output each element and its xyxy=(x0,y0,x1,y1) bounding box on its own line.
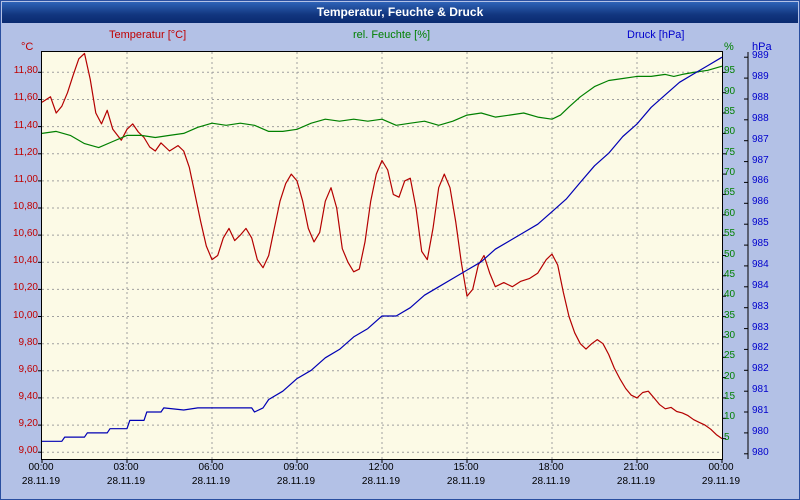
humidity-tick-label: 35 xyxy=(724,309,736,321)
pressure-tick-label: 981 xyxy=(752,384,769,396)
humidity-tick-label: 95 xyxy=(724,65,736,77)
legend-humidity: rel. Feuchte [%] xyxy=(353,29,431,41)
temperature-tick-label: 10,40 xyxy=(12,255,38,267)
pressure-tick-label: 982 xyxy=(752,363,769,375)
chart-canvas xyxy=(38,52,749,463)
date-tick-label: 28.11.19 xyxy=(276,476,316,487)
pressure-tick-label: 986 xyxy=(752,196,769,208)
humidity-tick-label: 80 xyxy=(724,126,736,138)
pressure-tick-label: 983 xyxy=(752,321,769,333)
pressure-tick-label: 988 xyxy=(752,91,769,103)
pressure-tick-label: 980 xyxy=(752,425,769,437)
pressure-tick-label: 989 xyxy=(752,50,769,62)
pressure-tick-label: 984 xyxy=(752,258,769,270)
humidity-tick-label: 65 xyxy=(724,187,736,199)
date-tick-label: 28.11.19 xyxy=(191,476,231,487)
time-tick-label: 12:00 xyxy=(368,462,394,473)
humidity-tick-label: 50 xyxy=(724,248,736,260)
temperature-tick-label: 9,20 xyxy=(18,418,38,430)
time-tick-label: 03:00 xyxy=(113,462,139,473)
temperature-tick-label: 10,80 xyxy=(12,201,38,213)
date-tick-label: 28.11.19 xyxy=(531,476,571,487)
humidity-tick-label: 30 xyxy=(724,329,736,341)
pressure-tick-label: 984 xyxy=(752,279,769,291)
humidity-unit-label: % xyxy=(724,41,734,53)
temperature-tick-label: 10,20 xyxy=(12,282,38,294)
humidity-tick-label: 85 xyxy=(724,106,736,118)
pressure-unit-label: hPa xyxy=(752,41,772,53)
series-pressure xyxy=(42,56,723,442)
time-tick-label: 06:00 xyxy=(198,462,224,473)
pressure-tick-label: 985 xyxy=(752,217,769,229)
date-tick-label: 28.11.19 xyxy=(616,476,656,487)
humidity-tick-label: 5 xyxy=(724,431,730,443)
time-tick-label: 21:00 xyxy=(623,462,649,473)
pressure-tick-label: 983 xyxy=(752,300,769,312)
humidity-tick-label: 45 xyxy=(724,268,736,280)
pressure-tick-label: 986 xyxy=(752,175,769,187)
series-temperature xyxy=(41,52,723,440)
temperature-tick-label: 11,80 xyxy=(13,65,38,77)
date-tick-label: 28.11.19 xyxy=(361,476,401,487)
humidity-tick-label: 10 xyxy=(724,411,736,423)
pressure-tick-label: 981 xyxy=(752,405,769,417)
time-tick-label: 00:00 xyxy=(28,462,54,473)
pressure-tick-label: 985 xyxy=(752,238,769,250)
pressure-tick-label: 982 xyxy=(752,342,769,354)
window-titlebar: Temperatur, Feuchte & Druck xyxy=(2,2,798,23)
time-tick-label: 00:00 xyxy=(708,462,734,473)
pressure-tick-label: 987 xyxy=(752,154,769,166)
humidity-tick-label: 15 xyxy=(724,390,736,402)
time-tick-label: 18:00 xyxy=(538,462,564,473)
humidity-tick-label: 40 xyxy=(724,289,736,301)
time-tick-label: 15:00 xyxy=(453,462,479,473)
date-tick-label: 28.11.19 xyxy=(446,476,486,487)
chart-plot-area xyxy=(38,51,749,463)
pressure-tick-label: 980 xyxy=(752,446,769,458)
humidity-tick-label: 55 xyxy=(724,228,736,240)
pressure-tick-label: 989 xyxy=(752,71,769,83)
temperature-tick-label: 9,40 xyxy=(18,390,38,402)
temperature-tick-label: 11,60 xyxy=(13,92,38,104)
series-humidity xyxy=(41,65,723,149)
humidity-tick-label: 70 xyxy=(724,167,736,179)
humidity-tick-label: 20 xyxy=(724,370,736,382)
legend-pressure: Druck [hPa] xyxy=(627,29,685,41)
temperature-tick-label: 10,60 xyxy=(12,228,38,240)
temperature-tick-label: 9,80 xyxy=(18,336,38,348)
humidity-tick-label: 60 xyxy=(724,207,736,219)
date-tick-label: 29.11.19 xyxy=(701,476,741,487)
legend-temperature: Temperatur [°C] xyxy=(109,29,187,41)
date-tick-label: 28.11.19 xyxy=(21,476,61,487)
time-tick-label: 09:00 xyxy=(283,462,309,473)
pressure-tick-label: 987 xyxy=(752,133,769,145)
temperature-tick-label: 9,60 xyxy=(18,363,38,375)
humidity-tick-label: 25 xyxy=(724,350,736,362)
temperature-tick-label: 9,00 xyxy=(18,445,38,457)
temperature-unit-label: °C xyxy=(21,41,34,53)
window-title: Temperatur, Feuchte & Druck xyxy=(316,5,484,19)
pressure-tick-label: 988 xyxy=(752,112,769,124)
temperature-tick-label: 10,00 xyxy=(12,309,38,321)
humidity-tick-label: 75 xyxy=(724,146,736,158)
date-tick-label: 28.11.19 xyxy=(106,476,146,487)
temperature-tick-label: 11,20 xyxy=(13,146,38,158)
temperature-tick-label: 11,00 xyxy=(13,173,38,185)
temperature-tick-label: 11,40 xyxy=(13,119,38,131)
humidity-tick-label: 90 xyxy=(724,85,736,97)
